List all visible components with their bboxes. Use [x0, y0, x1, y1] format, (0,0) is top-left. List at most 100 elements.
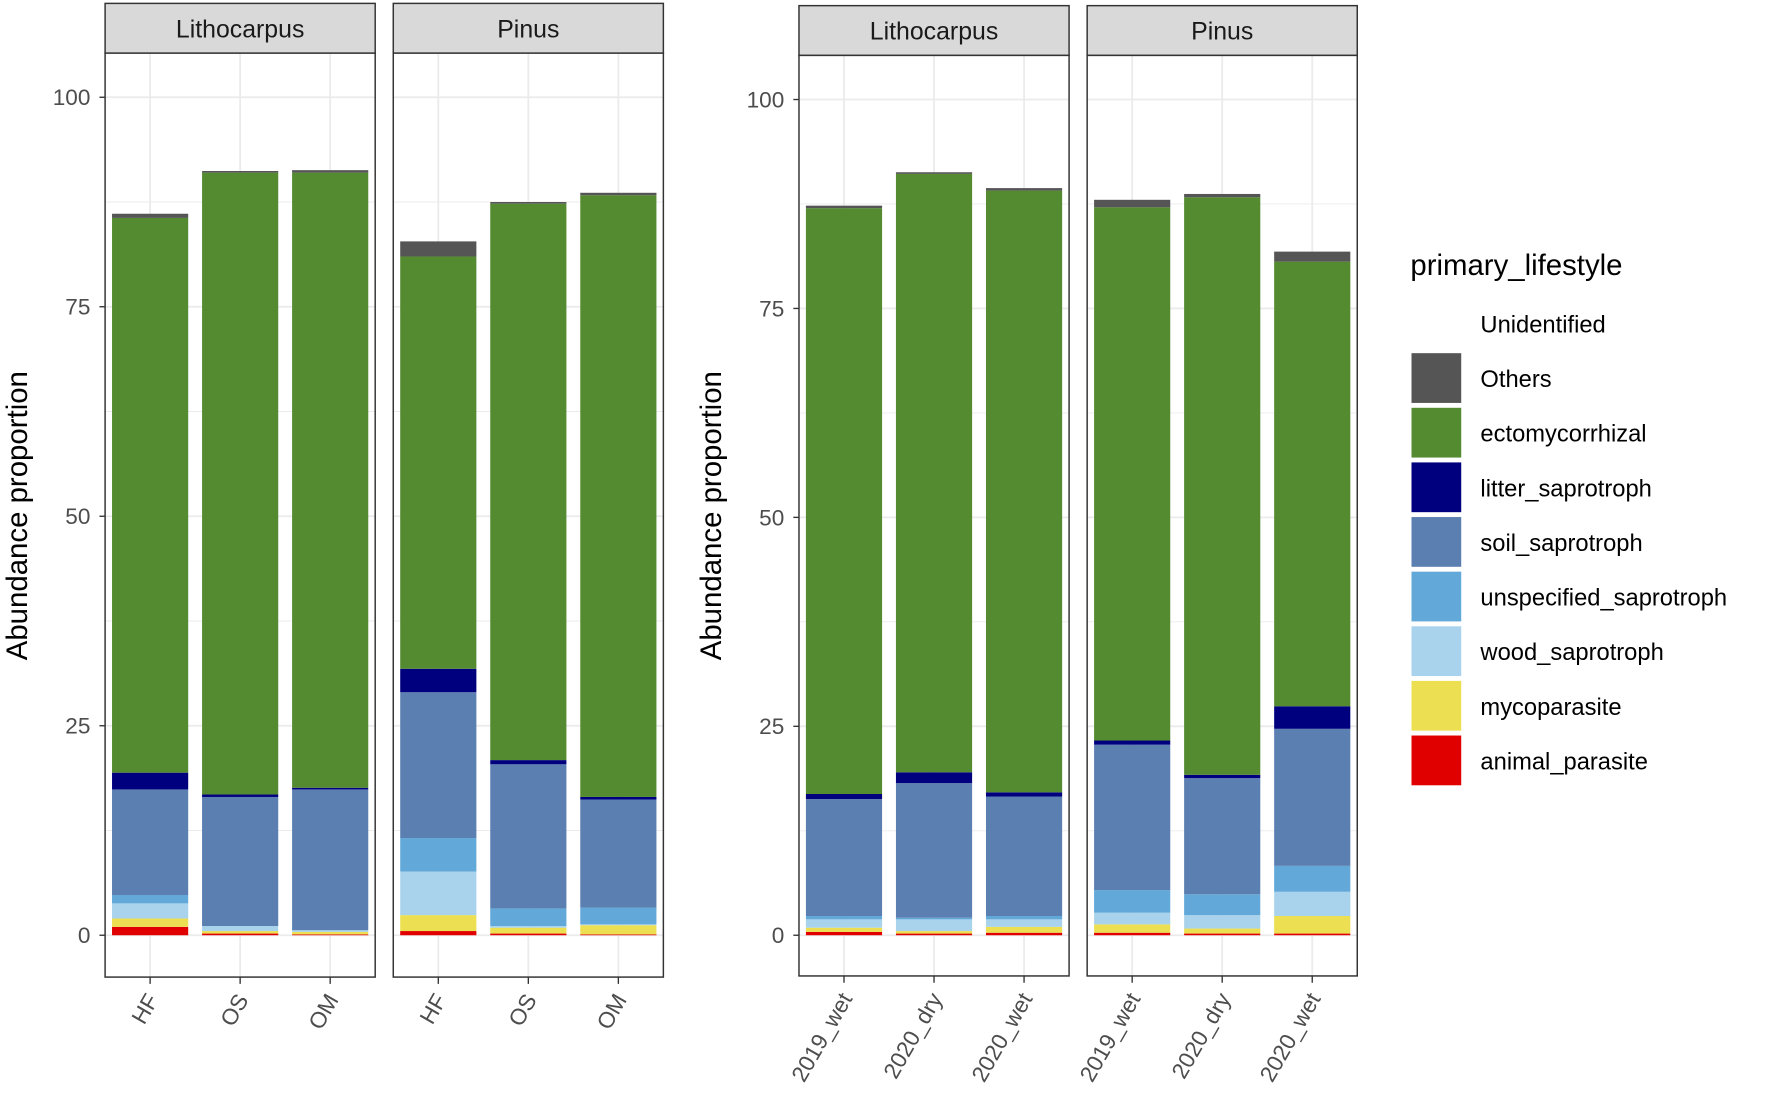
bar-segment-wood_saprotroph	[1094, 912, 1171, 925]
bar-segment-ectomycorrhizal	[202, 172, 279, 795]
bar-segment-soil_saprotroph	[1094, 744, 1171, 891]
y-tick-label: 75	[759, 296, 784, 321]
facet-strip	[798, 4, 1070, 57]
bar-segment-animal_parasite	[1274, 933, 1351, 936]
bar-segment-wood_saprotroph	[112, 903, 189, 919]
x-tick-label: 2020_wet	[967, 988, 1038, 1086]
legend-label: animal_parasite	[1480, 749, 1648, 775]
facet-title: Pinus	[497, 15, 559, 43]
bar-segment-Others	[112, 213, 189, 218]
chart-2: 0 25 50 75 100 Abundance proportion Lithocarpu…	[695, 4, 1358, 1086]
bar-segment-Others	[895, 172, 973, 174]
bar-segment-animal_parasite	[490, 933, 567, 936]
bar-segment-wood_saprotroph	[580, 924, 657, 926]
bar-segment-ectomycorrhizal	[400, 256, 477, 669]
y-axis-title: Abundance proportion	[1, 371, 34, 660]
bar-segment-wood_saprotroph	[1274, 891, 1351, 917]
y-tick-label: 75	[65, 295, 90, 320]
bar-segment-litter_saprotroph	[112, 772, 189, 790]
legend-label: Unidentified	[1480, 312, 1605, 338]
bar-segment-mycoparasite	[895, 931, 973, 934]
facet-title: Lithocarpus	[176, 15, 304, 43]
bar-segment-unspecified_saprotroph	[1184, 894, 1261, 916]
bar-segment-litter_saprotroph	[490, 760, 567, 765]
bar-segment-animal_parasite	[805, 931, 883, 936]
bar-segment-wood_saprotroph	[895, 919, 973, 932]
bar-segment-mycoparasite	[1274, 916, 1351, 934]
bar-segment-unspecified_saprotroph	[490, 908, 567, 927]
bar-segment-mycoparasite	[985, 926, 1063, 933]
bar-segment-soil_saprotroph	[490, 764, 567, 909]
bar-segment-wood_saprotroph	[400, 871, 477, 916]
legend-label: unspecified_saprotroph	[1480, 586, 1727, 612]
bar-segment-ectomycorrhizal	[1274, 261, 1351, 707]
bar-segment-litter_saprotroph	[292, 787, 369, 790]
x-tick-label: OS	[216, 990, 254, 1031]
bar-segment-Others	[292, 170, 369, 173]
bar-segment-ectomycorrhizal	[805, 208, 883, 795]
panel-border	[104, 52, 376, 978]
y-tick-label: 100	[747, 87, 785, 112]
bar-segment-Others	[1184, 193, 1261, 198]
bar-segment-animal_parasite	[112, 926, 189, 936]
bar-segment-litter_saprotroph	[985, 792, 1063, 797]
bar-segment-soil_saprotroph	[1184, 778, 1261, 895]
panel-border	[798, 54, 1070, 977]
bar-segment-soil_saprotroph	[1274, 728, 1351, 866]
facet-title: Pinus	[1191, 18, 1253, 46]
y-axis-title: Abundance proportion	[695, 371, 728, 660]
facet-panel-pinus: Pinus 2019_wet 2020_dry 2020_wet	[1075, 4, 1358, 1086]
bar-segment-ectomycorrhizal	[1094, 207, 1171, 741]
bar-segment-mycoparasite	[1094, 924, 1171, 933]
bar-segment-animal_parasite	[202, 933, 279, 936]
facet-title: Lithocarpus	[870, 18, 998, 46]
bar-segment-unspecified_saprotroph	[805, 916, 883, 920]
bar-segment-ectomycorrhizal	[1184, 197, 1261, 775]
bar-segment-animal_parasite	[985, 932, 1063, 936]
bar-segment-animal_parasite	[580, 934, 657, 936]
bar-segment-litter_saprotroph	[1094, 740, 1171, 745]
bar-segment-animal_parasite	[292, 934, 369, 936]
bar-segment-Others	[1094, 199, 1171, 208]
bar-segment-litter_saprotroph	[1184, 774, 1261, 779]
legend-label: wood_saprotroph	[1479, 640, 1663, 666]
bar-segment-mycoparasite	[202, 931, 279, 934]
facet-strip	[1086, 4, 1358, 57]
bar-segment-soil_saprotroph	[985, 796, 1063, 917]
bar-segment-animal_parasite	[400, 931, 477, 936]
x-tick-label: 2020_dry	[1167, 988, 1236, 1083]
legend-swatch-unspecified_saprotroph	[1411, 571, 1462, 622]
legend-swatch-wood_saprotroph	[1411, 626, 1462, 677]
legend-swatch-others	[1411, 353, 1462, 403]
bar-segment-unspecified_saprotroph	[1274, 865, 1351, 892]
bar-segment-soil_saprotroph	[202, 796, 279, 927]
bar-segment-mycoparasite	[1184, 928, 1261, 934]
facet-panel-pinus: Pinus HF OS OM	[392, 2, 665, 1034]
bar-segment-Others	[1274, 251, 1351, 262]
facet-strip	[104, 2, 376, 54]
legend-swatch-animal_parasite	[1411, 735, 1462, 786]
bar-segment-wood_saprotroph	[202, 926, 279, 932]
bar-segment-unspecified_saprotroph	[985, 916, 1063, 920]
legend-label: mycoparasite	[1480, 695, 1621, 721]
bar-segment-litter_saprotroph	[400, 668, 477, 693]
bar-segment-unspecified_saprotroph	[1094, 890, 1171, 913]
bar-segment-soil_saprotroph	[112, 789, 189, 896]
panel-border	[392, 52, 665, 978]
bar-segment-wood_saprotroph	[985, 919, 1063, 927]
legend: primary_lifestyle Unidentified Others ectom…	[1410, 249, 1727, 786]
bar-segment-unspecified_saprotroph	[580, 907, 657, 925]
bar-segment-Others	[490, 202, 567, 204]
legend-label: ectomycorrhizal	[1480, 422, 1646, 448]
bar-segment-soil_saprotroph	[292, 789, 369, 931]
x-tick-label: HF	[415, 990, 452, 1029]
facet-panel-lithocarpus: Lithocarpus 2019_wet 2020_dry 2020_wet	[787, 4, 1070, 1086]
bar-segment-soil_saprotroph	[805, 799, 883, 917]
legend-label: soil_saprotroph	[1480, 531, 1642, 557]
y-tick-label: 25	[65, 714, 90, 739]
facet-strip	[392, 2, 665, 54]
legend-label: litter_saprotroph	[1480, 476, 1651, 502]
x-tick-label: OM	[592, 990, 632, 1034]
legend-swatch-unidentified	[1411, 298, 1462, 349]
